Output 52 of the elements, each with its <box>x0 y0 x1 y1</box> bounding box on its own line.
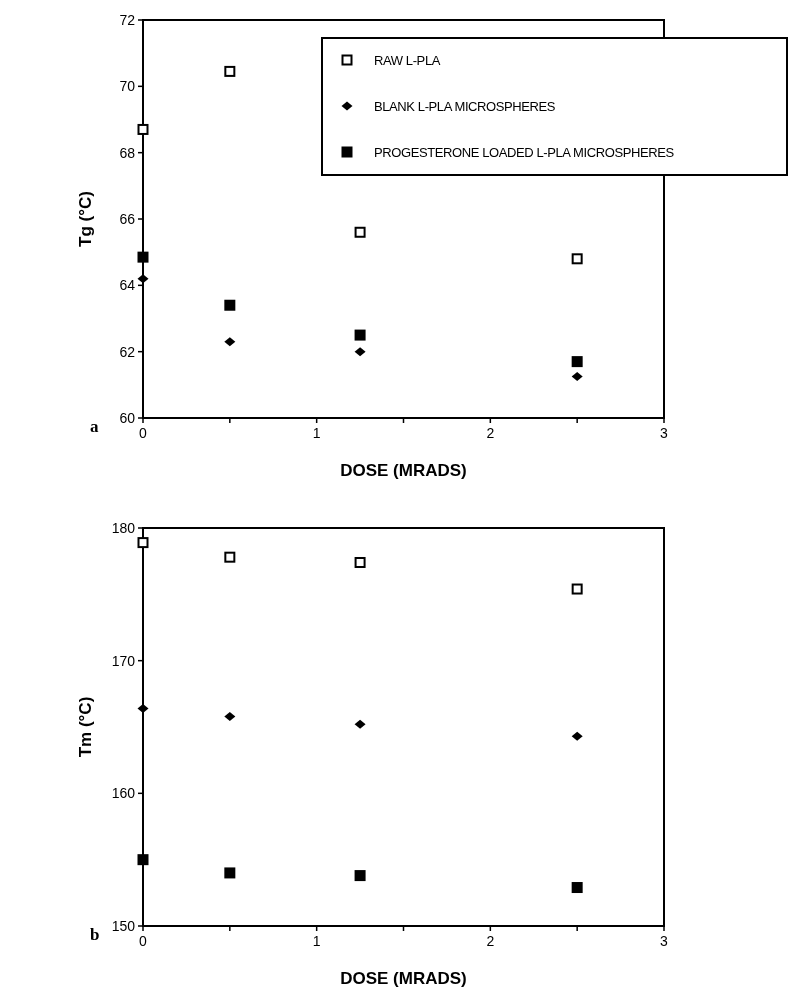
y-tick-label: 160 <box>111 785 136 802</box>
point <box>137 274 149 284</box>
point <box>137 703 149 713</box>
point <box>354 347 366 357</box>
point <box>571 882 583 894</box>
x-tick-label: 3 <box>660 933 669 949</box>
y-tick-label: 170 <box>111 652 136 669</box>
point <box>354 226 366 238</box>
y-tick-label: 68 <box>119 144 136 161</box>
legend-label: PROGESTERONE LOADED L-PLA MICROSPHERES <box>374 145 675 160</box>
y-tick-label: 62 <box>119 343 136 360</box>
point <box>137 854 149 866</box>
y-tick-label: 72 <box>119 12 136 28</box>
legend-label: BLANK L-PLA MICROSPHERES <box>374 99 556 114</box>
point <box>571 372 583 382</box>
point <box>354 556 366 568</box>
y-tick-label: 150 <box>111 918 136 934</box>
point <box>224 337 236 347</box>
y-tick-label: 70 <box>119 78 136 95</box>
y-tick-label: 180 <box>111 520 136 536</box>
x-tick-label: 0 <box>139 933 148 949</box>
legend-label: RAW L-PLA <box>374 53 441 68</box>
y-tick-label: 60 <box>119 410 136 426</box>
point <box>354 329 366 341</box>
y-tick-label: 66 <box>119 211 136 227</box>
x-tick-label: 2 <box>486 425 495 441</box>
x-axis-title: DOSE (MRADS) <box>340 461 467 480</box>
point <box>224 551 236 563</box>
point <box>137 537 149 549</box>
x-axis-title: DOSE (MRADS) <box>340 969 467 988</box>
text: b <box>90 925 100 944</box>
point <box>224 867 236 879</box>
y-axis-title: Tg (°C) <box>76 191 95 247</box>
point <box>137 251 149 263</box>
point <box>571 253 583 265</box>
point <box>571 356 583 368</box>
x-tick-label: 0 <box>139 425 148 441</box>
x-tick-label: 3 <box>660 425 669 441</box>
point <box>354 870 366 882</box>
point <box>137 123 149 135</box>
point <box>571 583 583 595</box>
y-tick-label: 64 <box>119 277 136 294</box>
point <box>571 731 583 741</box>
text: a <box>90 417 99 436</box>
point <box>224 711 236 721</box>
point <box>354 719 366 729</box>
point <box>224 65 236 77</box>
y-axis-title: Tm (°C) <box>76 696 95 758</box>
x-tick-label: 1 <box>312 425 321 441</box>
point <box>224 299 236 311</box>
x-tick-label: 2 <box>486 933 495 949</box>
x-tick-label: 1 <box>312 933 321 949</box>
